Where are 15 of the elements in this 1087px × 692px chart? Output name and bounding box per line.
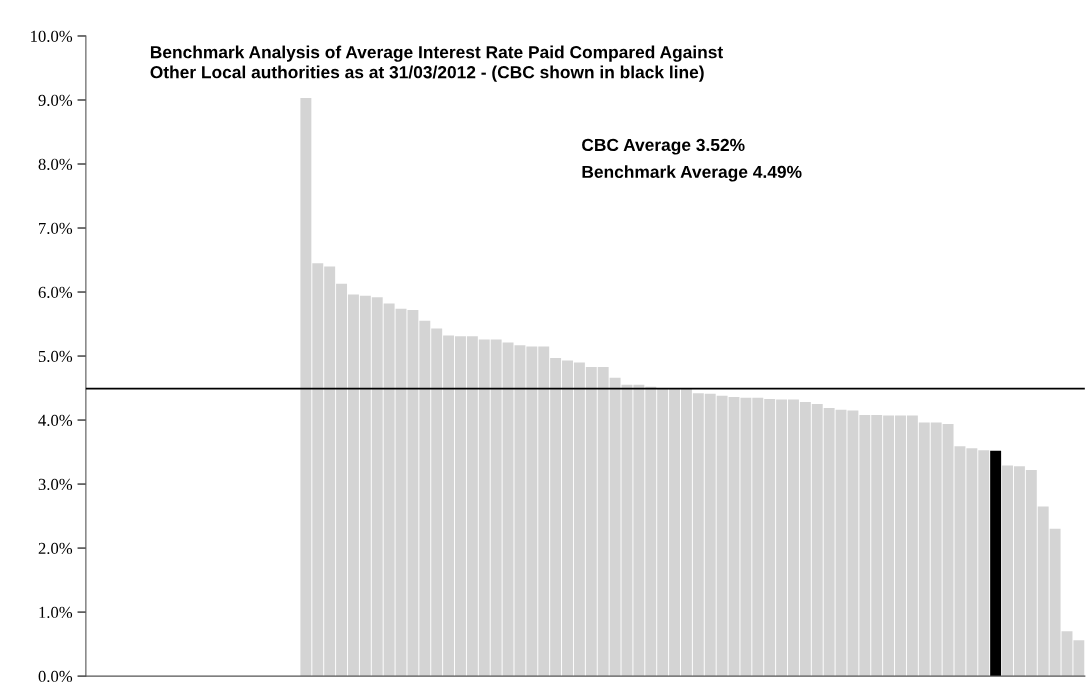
annotation: CBC Average 3.52% [582, 138, 745, 155]
y-tick-label: 10.0% [31, 30, 73, 42]
y-tick-label: 0.0% [38, 670, 73, 683]
y-tick-label: 8.0% [38, 158, 73, 171]
y-tick-label: 7.0% [39, 222, 73, 235]
y-tick-label: 4.0% [38, 414, 73, 427]
annotation: Benchmark Average 4.49% [582, 165, 802, 182]
y-tick-label: 3.0% [38, 478, 73, 491]
text: Benchmark Analysis of Average Interest Rate Paid Compared Against Other Local authorities as at 31/03/2012 - (CBC shown in black line) [150, 45, 723, 82]
y-tick-label: 2.0% [38, 542, 73, 555]
y-tick-label: 1.0% [39, 606, 73, 619]
bar [990, 450, 1002, 677]
y-tick-label: 5.0% [38, 350, 73, 363]
y-tick-label: 9.0% [38, 94, 73, 107]
y-tick-label: 6.0% [38, 286, 73, 299]
